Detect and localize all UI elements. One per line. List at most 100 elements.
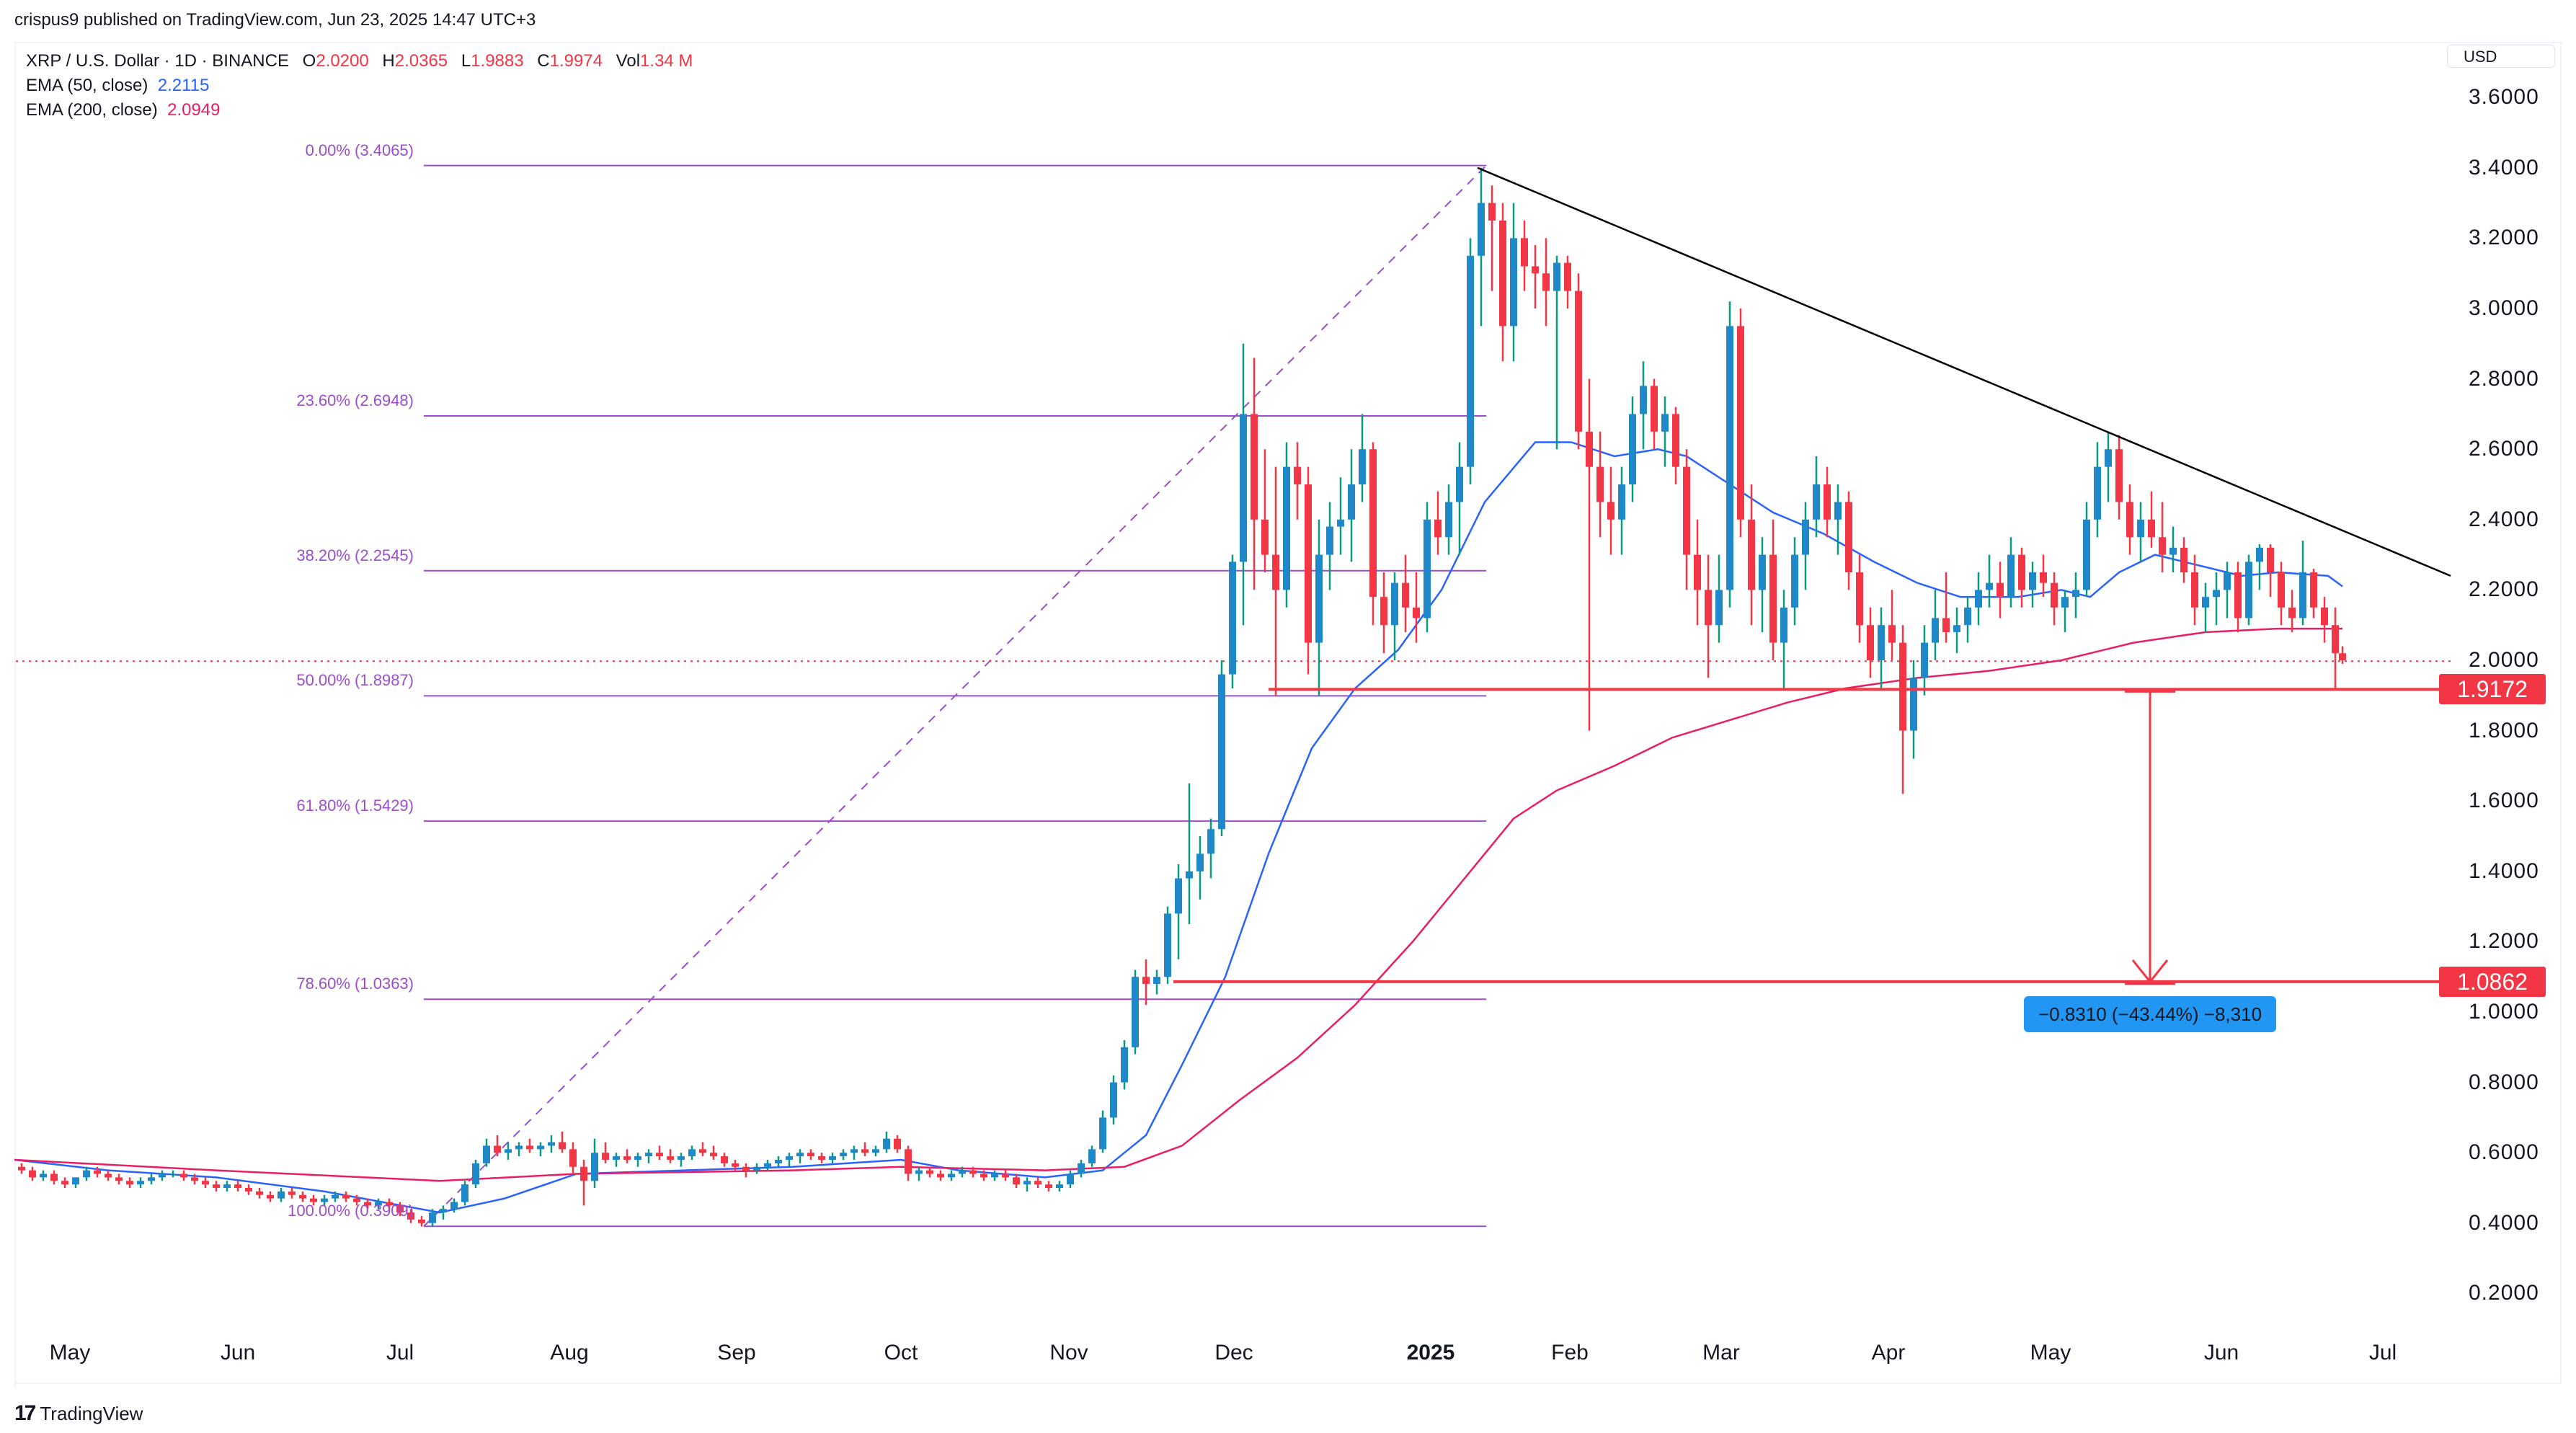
candle-down bbox=[926, 1170, 933, 1174]
candle-up bbox=[850, 1149, 858, 1153]
candle-up bbox=[1759, 554, 1766, 590]
candle-down bbox=[94, 1170, 101, 1174]
candle-down bbox=[742, 1166, 750, 1171]
candle-down bbox=[1261, 519, 1269, 555]
candle-down bbox=[1521, 238, 1528, 267]
candle-up bbox=[2083, 519, 2090, 590]
time-tick: Feb bbox=[1551, 1341, 1589, 1365]
candle-down bbox=[1824, 484, 1831, 520]
time-tick: Jul bbox=[2368, 1341, 2397, 1365]
candle-down bbox=[342, 1194, 350, 1199]
candle-up bbox=[1088, 1149, 1096, 1163]
candle-down bbox=[1748, 519, 1755, 590]
ema200-value: 2.0949 bbox=[167, 100, 221, 120]
candle-up bbox=[1986, 582, 1993, 590]
candle-down bbox=[50, 1174, 58, 1181]
candle-down bbox=[202, 1181, 209, 1185]
candle-down bbox=[1413, 607, 1420, 618]
candle-up bbox=[948, 1174, 955, 1178]
candle-up bbox=[472, 1163, 479, 1185]
candle-down bbox=[1294, 466, 1301, 484]
candle-up bbox=[678, 1156, 685, 1160]
candle-up bbox=[1932, 618, 1939, 643]
candle-up bbox=[1921, 642, 1928, 678]
time-axis[interactable]: May Jun Jul Aug Sep Oct Nov Dec 2025 Feb Mar Apr May… bbox=[0, 1341, 2451, 1377]
candle-up bbox=[1878, 625, 1885, 660]
chart-frame bbox=[14, 42, 2563, 1388]
candle-down bbox=[1564, 262, 1571, 291]
candle-up bbox=[1618, 484, 1625, 520]
candle-down bbox=[288, 1191, 296, 1195]
price-tick: 1.4000 bbox=[2469, 859, 2539, 883]
candle-down bbox=[1251, 414, 1258, 520]
candle-up bbox=[1424, 519, 1431, 618]
candle-down bbox=[2310, 572, 2317, 608]
candle-down bbox=[310, 1198, 317, 1202]
price-axis-separator bbox=[2560, 42, 2562, 1384]
candle-down bbox=[2288, 607, 2296, 618]
candle-down bbox=[2126, 502, 2133, 538]
measurement-label[interactable]: −0.8310 (−43.44%) −8,310 bbox=[2024, 996, 2276, 1032]
volume-value: 1.34 M bbox=[640, 51, 693, 71]
candle-up bbox=[72, 1177, 79, 1185]
fib-level-label: 23.60% (2.6948) bbox=[296, 391, 414, 409]
candle-up bbox=[1337, 519, 1344, 527]
time-tick: Apr bbox=[1871, 1341, 1906, 1365]
candle-up bbox=[1953, 625, 1960, 632]
candle-down bbox=[1380, 597, 1387, 626]
candle-down bbox=[1369, 449, 1377, 598]
candle-up bbox=[2245, 562, 2252, 618]
candle-up bbox=[2094, 466, 2101, 520]
candle-down bbox=[1737, 326, 1744, 520]
candle-up bbox=[688, 1149, 696, 1157]
candle-up bbox=[1726, 326, 1733, 590]
tradingview-branding[interactable]: 17 TradingView bbox=[14, 1401, 143, 1426]
ema50-line bbox=[14, 441, 2343, 1214]
candle-up bbox=[440, 1209, 447, 1213]
candle-up bbox=[461, 1184, 468, 1202]
candle-up bbox=[2007, 554, 2015, 598]
candle-up bbox=[991, 1174, 998, 1178]
candle-up bbox=[332, 1194, 339, 1199]
candle-up bbox=[1456, 466, 1463, 502]
candle-down bbox=[126, 1181, 133, 1185]
candle-down bbox=[1272, 554, 1279, 590]
candle-down bbox=[1434, 519, 1442, 538]
candle-up bbox=[1326, 526, 1333, 555]
ema200-row[interactable]: EMA (200, close) 2.0949 bbox=[26, 98, 693, 123]
candle-down bbox=[1542, 273, 1550, 291]
price-tick: 0.6000 bbox=[2469, 1140, 2539, 1165]
candle-down bbox=[699, 1149, 706, 1153]
candle-up bbox=[1164, 913, 1171, 977]
time-tick: 2025 bbox=[1406, 1341, 1455, 1365]
candle-up bbox=[1315, 554, 1323, 643]
price-tick: 0.4000 bbox=[2469, 1210, 2539, 1235]
candle-down bbox=[526, 1145, 533, 1150]
open-value: 2.0200 bbox=[316, 51, 369, 71]
candle-down bbox=[2018, 554, 2025, 590]
candle-down bbox=[29, 1170, 36, 1178]
price-tick: 1.2000 bbox=[2469, 929, 2539, 954]
candle-down bbox=[418, 1219, 425, 1223]
candle-up bbox=[223, 1184, 231, 1188]
price-tag: 1.0862 bbox=[2439, 966, 2546, 997]
candle-up bbox=[483, 1145, 490, 1163]
candle-up bbox=[548, 1142, 555, 1146]
symbol-name[interactable]: XRP / U.S. Dollar · 1D · BINANCE bbox=[26, 51, 289, 71]
candle-up bbox=[786, 1156, 793, 1160]
price-tick: 1.8000 bbox=[2469, 718, 2539, 742]
candle-up bbox=[1359, 449, 1366, 484]
candle-down bbox=[1586, 431, 1593, 467]
candle-up bbox=[1186, 871, 1193, 879]
ema50-row[interactable]: EMA (50, close) 2.2115 bbox=[26, 74, 693, 98]
candle-down bbox=[115, 1177, 123, 1181]
price-axis[interactable]: 3.6000 3.4000 3.2000 3.0000 2.8000 2.6000 2.40… bbox=[2451, 0, 2576, 1384]
currency-button[interactable]: USD bbox=[2447, 45, 2555, 68]
candle-down bbox=[1997, 582, 2004, 598]
close-value: 1.9974 bbox=[549, 51, 603, 71]
price-tag: 1.9172 bbox=[2439, 674, 2546, 705]
candle-down bbox=[1013, 1177, 1020, 1185]
candle-up bbox=[2061, 597, 2069, 608]
candle-down bbox=[721, 1156, 728, 1163]
